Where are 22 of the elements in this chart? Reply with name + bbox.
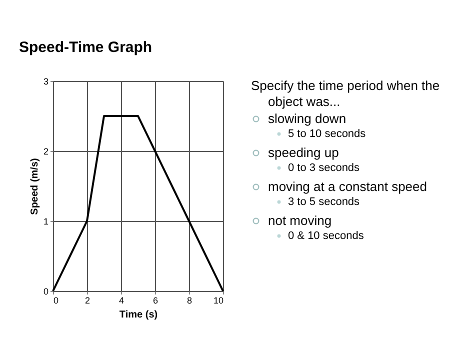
- text: moving at a constant speed: [268, 179, 427, 194]
- text: 5 to 10 seconds: [288, 128, 366, 140]
- y-tick-label: 1: [43, 216, 48, 226]
- x-tick-label: 10: [213, 296, 224, 306]
- text: 0 & 10 seconds: [288, 230, 364, 242]
- text: speeding up: [268, 145, 339, 160]
- y-tick-label: 3: [43, 76, 48, 86]
- x-tick-label: 8: [186, 296, 192, 306]
- y-tick-label: 0: [43, 286, 48, 296]
- text: not moving: [268, 213, 332, 228]
- x-tick-label: 6: [152, 296, 158, 306]
- text: 3 to 5 seconds: [288, 196, 360, 208]
- chart-title: Speed-Time Graph: [18, 39, 152, 56]
- text: slowing down: [268, 111, 346, 126]
- x-tick-label: 2: [84, 296, 90, 306]
- y-tick-label: 2: [43, 146, 48, 156]
- text: 0 to 3 seconds: [288, 162, 360, 174]
- text: Specify the time period when the object was...: [251, 78, 440, 109]
- y-axis-title: Speed (m/s): [29, 158, 40, 215]
- x-tick-label: 4: [118, 296, 124, 306]
- x-axis-title: Time (s): [119, 310, 158, 320]
- x-tick-label: 0: [54, 296, 59, 306]
